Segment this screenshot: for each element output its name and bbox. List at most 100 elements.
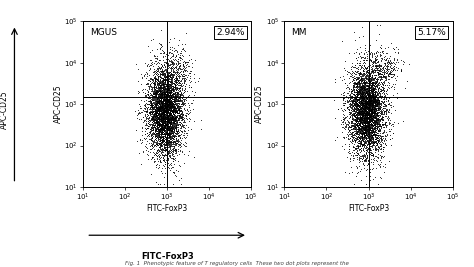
Point (162, 116, 169, 120)
Point (360, 107, 367, 112)
Point (162, 106, 169, 111)
Point (166, 75, 174, 80)
Point (153, 61, 161, 65)
Point (182, 131, 190, 135)
Point (152, 98, 160, 103)
Point (359, 100, 366, 104)
Point (362, 97, 370, 101)
Point (358, 112, 366, 116)
Point (157, 122, 165, 126)
Point (350, 114, 358, 118)
Point (370, 95, 377, 99)
Point (359, 104, 366, 108)
Point (374, 70, 382, 75)
Point (373, 50, 380, 54)
Point (378, 101, 385, 105)
Point (163, 80, 171, 84)
Point (362, 83, 370, 87)
Point (366, 120, 374, 124)
Point (168, 125, 176, 129)
Point (156, 83, 164, 87)
Point (355, 101, 362, 106)
Point (174, 67, 182, 71)
Point (352, 72, 359, 76)
Point (381, 121, 389, 125)
Point (173, 68, 180, 72)
Point (355, 75, 362, 80)
Point (374, 82, 382, 86)
Point (157, 92, 164, 96)
Point (171, 97, 178, 101)
Point (383, 71, 391, 75)
Point (376, 114, 383, 118)
Point (152, 115, 160, 119)
Point (346, 156, 354, 161)
Point (158, 109, 165, 114)
Point (371, 87, 379, 91)
Point (366, 98, 374, 102)
Point (358, 120, 366, 125)
Point (356, 78, 364, 82)
Point (158, 122, 165, 127)
Point (157, 124, 165, 128)
Point (154, 99, 161, 103)
Point (376, 71, 384, 75)
Point (162, 95, 170, 99)
Point (159, 127, 167, 131)
Point (377, 116, 385, 121)
Point (374, 99, 381, 104)
Point (355, 100, 363, 105)
Point (378, 91, 385, 95)
Point (354, 127, 361, 132)
Point (163, 142, 170, 146)
Point (157, 117, 165, 121)
Point (148, 115, 156, 120)
Point (159, 72, 166, 76)
Point (162, 107, 170, 112)
Point (155, 101, 163, 105)
Point (350, 133, 357, 138)
Point (164, 118, 171, 122)
Point (369, 119, 377, 124)
Point (165, 91, 173, 95)
Point (157, 85, 165, 89)
Point (171, 117, 179, 121)
Point (162, 113, 170, 117)
Point (374, 112, 382, 117)
Point (370, 114, 378, 118)
Point (181, 105, 188, 110)
Point (155, 129, 163, 134)
Point (166, 70, 174, 74)
Point (167, 144, 175, 148)
Point (160, 77, 168, 82)
Point (159, 108, 166, 113)
Point (151, 109, 159, 113)
Point (361, 128, 368, 132)
Point (355, 97, 362, 101)
Point (361, 120, 368, 125)
Point (143, 119, 150, 123)
Point (152, 128, 159, 132)
Point (367, 58, 375, 63)
Point (158, 126, 166, 130)
Point (349, 126, 357, 130)
Point (172, 119, 180, 124)
Point (163, 61, 170, 65)
Point (165, 98, 173, 102)
Point (181, 77, 188, 81)
Point (171, 141, 179, 145)
Point (166, 95, 174, 99)
Point (163, 146, 171, 150)
Point (370, 125, 378, 130)
Point (164, 125, 172, 130)
Point (365, 84, 373, 88)
Point (375, 103, 383, 108)
Point (169, 81, 177, 85)
Point (173, 125, 180, 130)
Point (167, 83, 175, 87)
Point (366, 93, 374, 97)
Point (370, 127, 378, 131)
Point (158, 125, 166, 129)
Point (356, 124, 364, 129)
Point (171, 126, 178, 131)
